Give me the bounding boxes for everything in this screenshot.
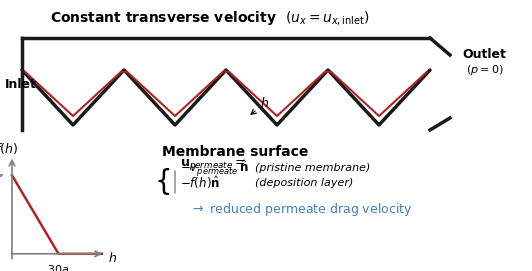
Text: $\mathbf{u}_{permeate}=$: $\mathbf{u}_{permeate}=$ <box>180 157 246 173</box>
Text: Membrane surface: Membrane surface <box>162 145 308 159</box>
Text: (deposition layer): (deposition layer) <box>255 178 353 188</box>
Text: $h$: $h$ <box>251 96 269 114</box>
Text: Constant transverse velocity  $(u_x = u_{x,\mathrm{inlet}})$: Constant transverse velocity $(u_x = u_{… <box>50 9 370 27</box>
Text: $\rightarrow$ reduced permeate drag velocity: $\rightarrow$ reduced permeate drag velo… <box>190 202 412 218</box>
Text: $30a$: $30a$ <box>47 263 70 271</box>
Text: (pristine membrane): (pristine membrane) <box>255 163 370 173</box>
Text: $(p = 0)$: $(p = 0)$ <box>466 63 504 77</box>
Text: $h$: $h$ <box>109 251 118 265</box>
Text: Inlet: Inlet <box>5 78 37 91</box>
Text: $-v_{permeate}\,\hat{\mathbf{n}}$: $-v_{permeate}\,\hat{\mathbf{n}}$ <box>180 158 248 178</box>
Text: $f(h)$: $f(h)$ <box>0 141 18 156</box>
Text: $v_{permeate}$: $v_{permeate}$ <box>0 170 4 181</box>
Text: Outlet: Outlet <box>462 49 506 62</box>
Text: $-f(h)\hat{\mathbf{n}}$: $-f(h)\hat{\mathbf{n}}$ <box>180 175 220 192</box>
Text: {: { <box>154 168 172 196</box>
